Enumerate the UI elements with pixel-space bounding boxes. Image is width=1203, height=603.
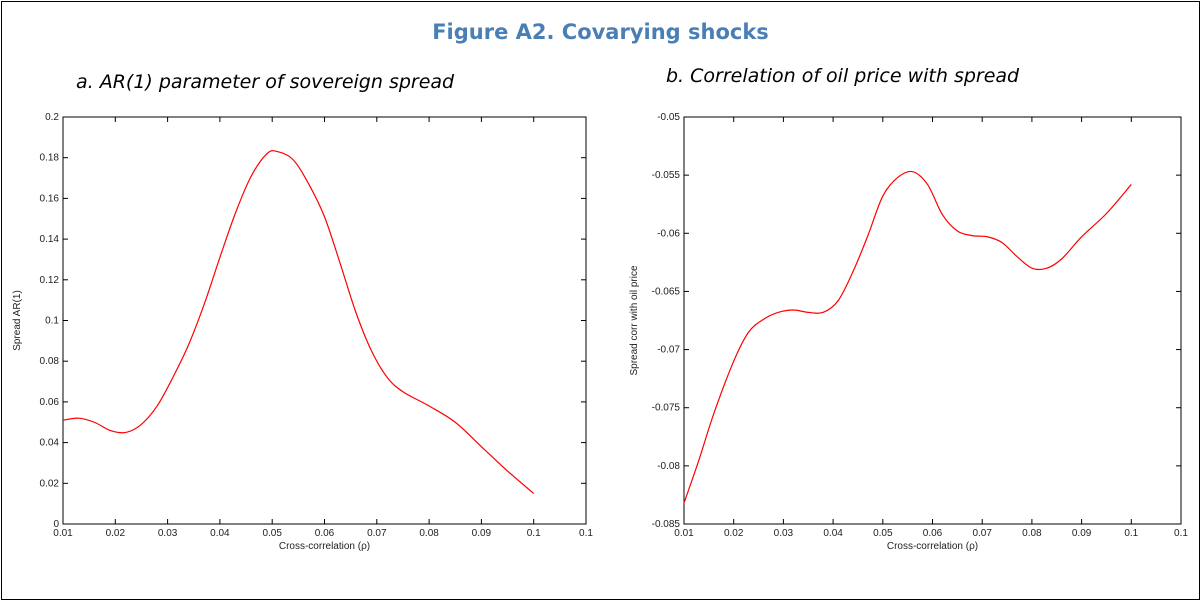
- chart-b-ytick-label: -0.06: [657, 228, 680, 239]
- chart-b-ytick-label: -0.065: [652, 286, 681, 297]
- chart-a-xtick-label: 0.1: [579, 528, 593, 539]
- chart-b-xtick-label: 0.06: [923, 528, 943, 539]
- chart-a-ytick-label: 0.02: [40, 478, 60, 489]
- chart-b-ytick-label: -0.055: [652, 170, 681, 181]
- chart-b-ytick-label: -0.08: [657, 461, 680, 472]
- chart-b-ylabel: Spread corr with oil price: [629, 265, 640, 375]
- chart-a-xtick-label: 0.09: [472, 528, 492, 539]
- chart-a-xtick-label: 0.1: [527, 528, 541, 539]
- chart-b-ytick-label: -0.085: [652, 519, 681, 530]
- chart-b-xtick-label: 0.1: [1174, 528, 1188, 539]
- panel-b-title: b. Correlation of oil price with spread: [666, 65, 1020, 87]
- chart-a-ytick-label: 0.04: [40, 438, 60, 449]
- chart-a-xlabel: Cross-correlation (ρ): [279, 541, 370, 552]
- chart-a-ytick-label: 0.1: [45, 316, 59, 327]
- chart-a-ytick-label: 0.12: [40, 275, 60, 286]
- chart-a-ytick-label: 0.18: [40, 153, 60, 164]
- chart-b-xtick-label: 0.08: [1022, 528, 1042, 539]
- chart-b-xtick-label: 0.03: [774, 528, 794, 539]
- chart-a-xtick-label: 0.08: [419, 528, 439, 539]
- figure-title: Figure A2. Covarying shocks: [432, 20, 769, 44]
- chart-a-ytick-label: 0.08: [40, 356, 60, 367]
- chart-a-ytick-label: 0: [53, 519, 59, 530]
- chart-b-xtick-label: 0.07: [972, 528, 992, 539]
- chart-a-xtick-label: 0.02: [106, 528, 126, 539]
- chart-b-ytick-label: -0.07: [657, 345, 680, 356]
- chart-a-ytick-label: 0.2: [45, 112, 59, 123]
- chart-a-xtick-label: 0.03: [158, 528, 178, 539]
- chart-b-xtick-label: 0.09: [1072, 528, 1092, 539]
- chart-a-series-line: [62, 150, 535, 494]
- chart-b-xtick-label: 0.05: [873, 528, 893, 539]
- chart-a-xtick-label: 0.05: [262, 528, 282, 539]
- panel-a-title: a. AR(1) parameter of sovereign spread: [76, 71, 455, 93]
- chart-b-xtick-label: 0.02: [724, 528, 744, 539]
- chart-b-series-line: [683, 170, 1132, 504]
- chart-b-xtick-label: 0.1: [1124, 528, 1138, 539]
- chart-a-ylabel: Spread AR(1): [12, 290, 23, 351]
- chart-a-xtick-label: 0.04: [210, 528, 230, 539]
- chart-a-xtick-label: 0.07: [367, 528, 387, 539]
- chart-a-ytick-label: 0.06: [40, 397, 60, 408]
- chart-a-ytick-label: 0.14: [40, 234, 60, 245]
- chart-b-ytick-label: -0.05: [657, 112, 680, 123]
- chart-b-xtick-label: 0.01: [674, 528, 694, 539]
- chart-b-xtick-label: 0.04: [823, 528, 843, 539]
- chart-a-ytick-label: 0.16: [40, 193, 60, 204]
- chart-a-xtick-label: 0.06: [315, 528, 335, 539]
- chart-a-xtick-label: 0.01: [53, 528, 73, 539]
- chart-b-plot-box: [683, 116, 1182, 525]
- chart-b-ytick-label: -0.075: [652, 403, 681, 414]
- chart-b-xlabel: Cross-correlation (ρ): [887, 541, 978, 552]
